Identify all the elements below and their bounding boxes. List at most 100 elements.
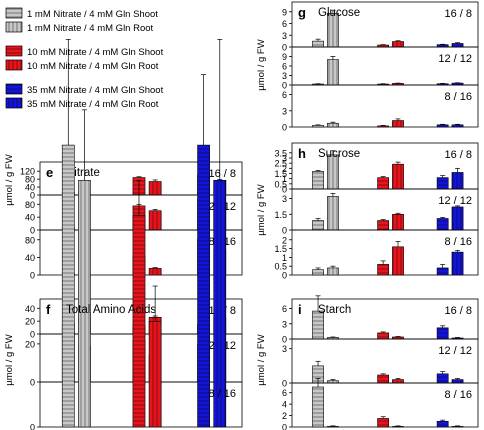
photoperiod-label: 12 / 12 [438,345,472,357]
y-tick-label: 3 [282,194,287,204]
bar-e-2-4 [148,210,162,231]
bar-h-2-6 [451,206,464,231]
y-tick-label: 3 [282,71,287,81]
photoperiod-label: 16 / 8 [444,305,472,317]
bar-h-2-2 [327,196,339,231]
y-tick-label: 0 [282,226,287,236]
chart-title: Glucose [318,7,360,19]
y-tick-label: 40 [25,253,35,263]
photoperiod-label: 8 / 16 [444,389,472,401]
legend-label: 10 mM Nitrate / 4 mM Gln Shoot [27,47,164,58]
y-axis-label: µmol / g FW [256,184,267,235]
bar-h-3-2 [327,267,339,276]
bar-h-2-3 [377,220,390,231]
chart-title: Starch [318,304,351,316]
y-tick-label: 6 [282,90,287,100]
y-tick-label: 120 [20,167,35,177]
bar-h-3-5 [436,267,449,276]
y-tick-label: 3 [282,344,287,354]
y-tick-label: 0 [282,423,287,430]
y-tick-label: 3.5 [274,148,287,158]
y-tick-label: 6 [282,388,287,398]
bar-f-3-3 [132,215,146,428]
legend-swatch [5,59,23,71]
legend-label: 1 mM Nitrate / 4 mM Gln Root [27,23,154,34]
bar-g-3-6 [451,124,464,128]
y-tick-label: 0.5 [274,179,287,189]
bar-i-2-3 [377,374,390,384]
y-tick-label: 1.5 [274,210,287,220]
y-tick-label: 0.5 [274,262,287,272]
bar-h-3-1 [312,269,324,276]
photoperiod-label: 16 / 8 [208,168,236,180]
y-tick-label: 0 [30,423,35,430]
y-tick-label: 80 [25,200,35,210]
bar-f-3-1 [61,144,75,428]
y-tick-label: 1 [282,174,287,184]
bar-i-3-2 [327,426,339,428]
y-tick-label: 0 [282,185,287,195]
photoperiod-label: 16 / 8 [444,8,472,20]
y-tick-label: 0 [282,123,287,133]
chart-title: Sucrose [318,148,360,160]
legend-swatch [5,21,23,33]
y-tick-label: 20 [25,339,35,349]
y-tick-label: 0 [30,378,35,388]
chart-letter: f [46,302,51,317]
y-tick-label: 40 [25,213,35,223]
photoperiod-label: 12 / 12 [438,195,472,207]
y-tick-label: 9 [282,7,287,17]
chart-letter: e [46,165,53,180]
legend-label: 35 mM Nitrate / 4 mM Gln Root [27,99,159,110]
y-tick-label: 80 [25,235,35,245]
y-tick-label: 1.5 [274,244,287,254]
bar-i-1-5 [436,327,449,340]
bar-g-1-1 [312,40,324,48]
y-tick-label: 9 [282,52,287,62]
bar-i-1-3 [377,332,390,340]
bar-g-3-5 [436,124,449,128]
bar-h-1-4 [392,163,404,190]
bar-h-2-4 [392,213,404,231]
bar-i-2-4 [392,379,404,384]
y-tick-label: 0 [282,43,287,53]
bar-h-1-6 [451,172,464,190]
y-tick-label: 1 [282,253,287,263]
photoperiod-label: 8 / 16 [208,388,236,400]
chart-letter: i [298,302,302,317]
y-tick-label: 0 [30,271,35,281]
y-tick-label: 20 [25,317,35,327]
bar-f-3-5 [197,144,210,428]
y-tick-label: 40 [25,183,35,193]
bar-g-1-6 [451,43,464,48]
y-axis-label: µmol / g FW [4,154,15,205]
bar-h-2-1 [312,220,324,231]
legend-label: 35 mM Nitrate / 4 mM Gln Shoot [27,85,164,96]
bar-h-2-5 [436,218,449,231]
bar-g-3-2 [327,122,339,128]
legend-swatch [5,7,23,19]
photoperiod-label: 12 / 12 [438,53,472,65]
bar-g-3-3 [377,125,390,128]
bar-g-3-1 [312,125,324,128]
legend-swatch [5,45,23,57]
y-tick-label: 0 [30,226,35,236]
photoperiod-label: 8 / 16 [444,236,472,248]
bar-i-3-5 [436,420,449,428]
photoperiod-label: 8 / 16 [444,91,472,103]
y-tick-label: 40 [25,304,35,314]
legend: 1 mM Nitrate / 4 mM Gln Shoot 1 mM Nitrat… [5,7,164,110]
y-tick-label: 0 [282,379,287,389]
y-tick-label: 2 [282,411,287,421]
y-tick-label: 2 [282,235,287,245]
y-tick-label: 3 [282,31,287,41]
bar-h-3-3 [377,264,390,276]
bar-f-3-4 [148,320,162,428]
bar-h-3-6 [451,251,464,276]
chart-letter: g [298,5,306,20]
bar-g-1-4 [392,41,404,48]
